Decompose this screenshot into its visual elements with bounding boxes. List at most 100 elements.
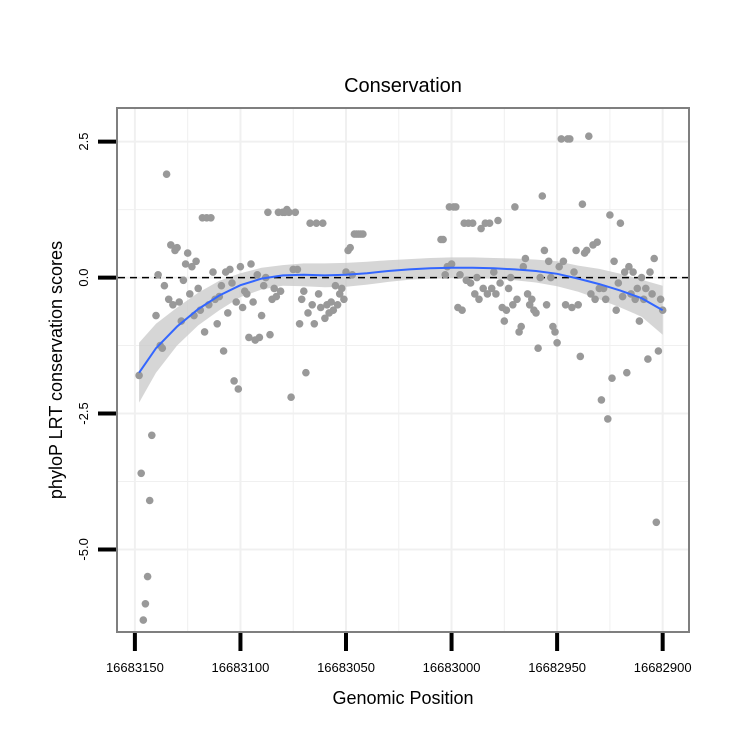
data-point bbox=[329, 306, 338, 315]
x-tick-label: 16683050 bbox=[317, 660, 375, 675]
data-point bbox=[551, 328, 559, 336]
data-point bbox=[576, 352, 585, 361]
data-point bbox=[238, 303, 247, 312]
data-point bbox=[224, 309, 232, 317]
data-point bbox=[496, 279, 504, 287]
data-point bbox=[314, 290, 323, 298]
data-point bbox=[555, 262, 563, 271]
data-point bbox=[359, 230, 367, 238]
data-point bbox=[439, 235, 447, 244]
data-point bbox=[247, 260, 255, 268]
data-point bbox=[506, 273, 515, 282]
y-tick-label: -5.0 bbox=[76, 538, 91, 560]
data-point bbox=[213, 320, 221, 328]
data-point bbox=[175, 298, 183, 306]
data-point bbox=[164, 295, 173, 304]
data-point bbox=[585, 132, 593, 140]
data-point bbox=[331, 281, 340, 290]
data-point bbox=[513, 295, 521, 304]
data-point bbox=[509, 301, 517, 309]
data-point bbox=[217, 281, 226, 290]
data-point bbox=[591, 295, 599, 304]
data-point bbox=[471, 290, 479, 298]
data-point bbox=[644, 355, 652, 363]
data-point bbox=[207, 214, 215, 222]
data-point bbox=[143, 572, 152, 581]
data-point bbox=[179, 276, 188, 285]
data-point bbox=[200, 328, 209, 336]
data-point bbox=[139, 616, 148, 624]
smooth-fit-line bbox=[138, 266, 664, 374]
data-point bbox=[458, 306, 466, 315]
data-point bbox=[557, 135, 566, 143]
data-point bbox=[466, 279, 475, 287]
data-point bbox=[517, 322, 525, 331]
data-point bbox=[321, 314, 329, 323]
data-point bbox=[291, 208, 300, 217]
data-point bbox=[574, 301, 582, 309]
data-point bbox=[230, 377, 238, 385]
y-tick-label: -2.5 bbox=[76, 402, 91, 424]
data-point bbox=[255, 333, 264, 342]
data-point bbox=[475, 295, 483, 304]
data-point bbox=[642, 284, 650, 293]
data-point bbox=[519, 262, 528, 271]
data-point bbox=[625, 262, 633, 271]
data-point bbox=[485, 219, 494, 227]
data-point bbox=[452, 203, 460, 211]
confidence-band-area bbox=[139, 257, 663, 403]
data-point bbox=[226, 265, 234, 274]
data-point bbox=[538, 192, 547, 200]
data-point bbox=[154, 271, 162, 279]
data-point bbox=[192, 257, 200, 266]
panel-border bbox=[116, 107, 690, 633]
data-point bbox=[593, 238, 601, 246]
data-point bbox=[572, 246, 580, 255]
data-point bbox=[608, 374, 616, 383]
data-point bbox=[606, 211, 614, 219]
data-point bbox=[319, 219, 327, 227]
data-point bbox=[167, 241, 175, 249]
x-tick-label: 16683100 bbox=[212, 660, 270, 675]
data-point bbox=[656, 295, 665, 304]
data-point bbox=[487, 284, 496, 293]
data-point bbox=[648, 290, 656, 298]
data-point bbox=[635, 317, 644, 325]
data-point bbox=[618, 292, 627, 301]
data-point bbox=[333, 301, 342, 309]
data-point bbox=[295, 320, 304, 328]
data-point bbox=[141, 600, 150, 608]
data-point bbox=[276, 287, 285, 296]
x-tick-label: 16683000 bbox=[423, 660, 481, 675]
data-point bbox=[302, 368, 310, 377]
data-point bbox=[479, 284, 488, 293]
confidence-band bbox=[139, 257, 663, 403]
x-tick-label: 16682900 bbox=[634, 660, 692, 675]
data-point bbox=[540, 246, 549, 255]
data-point bbox=[447, 260, 456, 268]
data-point bbox=[243, 290, 251, 298]
y-tick-label: 2.5 bbox=[76, 133, 91, 151]
data-point bbox=[578, 200, 587, 208]
data-point bbox=[473, 273, 481, 282]
data-point bbox=[620, 268, 629, 276]
data-point bbox=[483, 290, 492, 298]
data-point bbox=[500, 317, 509, 325]
data-point bbox=[597, 396, 606, 404]
data-point bbox=[158, 344, 167, 353]
data-point bbox=[327, 298, 336, 306]
data-point bbox=[249, 298, 257, 306]
data-point bbox=[340, 295, 348, 304]
data-point bbox=[234, 385, 243, 393]
data-point bbox=[629, 268, 637, 276]
data-point bbox=[259, 281, 268, 290]
x-axis: 16683150 16683100 16683050 16683000 16682950… bbox=[106, 633, 692, 675]
x-tick-label: 16682950 bbox=[528, 660, 586, 675]
data-point bbox=[245, 333, 253, 342]
data-point bbox=[604, 415, 612, 423]
data-point bbox=[177, 317, 186, 325]
data-point bbox=[135, 371, 143, 380]
data-point bbox=[566, 135, 574, 143]
data-point bbox=[169, 301, 177, 309]
